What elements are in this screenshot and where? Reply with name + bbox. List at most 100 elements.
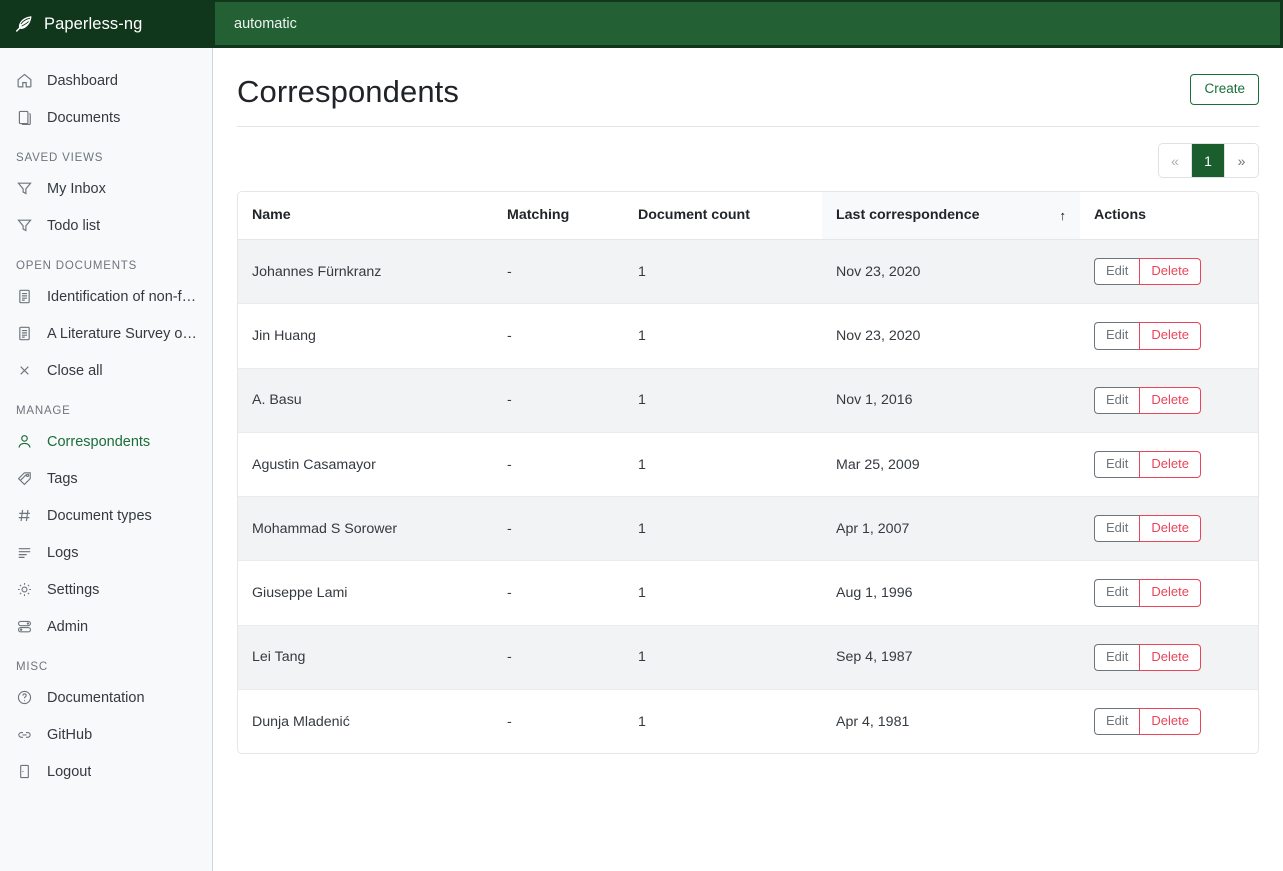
delete-button[interactable]: Delete <box>1139 258 1201 286</box>
cell-actions: Edit Delete <box>1080 560 1258 626</box>
sidebar-item-label: Document types <box>47 507 152 524</box>
edit-button[interactable]: Edit <box>1094 579 1140 607</box>
row-action-group: Edit Delete <box>1094 386 1201 414</box>
filter-icon <box>16 180 33 197</box>
brand-logo-area[interactable]: Paperless-ng <box>0 0 213 48</box>
spacer <box>0 136 212 152</box>
leaf-icon <box>14 14 34 34</box>
delete-button[interactable]: Delete <box>1139 643 1201 671</box>
cell-name: Giuseppe Lami <box>238 560 493 626</box>
pagination-prev[interactable]: « <box>1159 144 1192 178</box>
spacer <box>0 645 212 661</box>
column-header-label: Document count <box>638 207 750 224</box>
cell-last-correspondence: Mar 25, 2009 <box>822 431 1080 497</box>
edit-button[interactable]: Edit <box>1094 322 1140 350</box>
delete-button[interactable]: Delete <box>1139 707 1201 736</box>
sidebar-item-documentation[interactable]: Documentation <box>0 679 212 716</box>
sliders-icon <box>16 618 33 635</box>
column-header-name[interactable]: Name <box>238 192 493 241</box>
sidebar-item-todo-list[interactable]: Todo list <box>0 207 212 244</box>
sidebar-item-correspondents[interactable]: Correspondents <box>0 423 212 460</box>
sidebar-item-my-inbox[interactable]: My Inbox <box>0 170 212 207</box>
edit-button[interactable]: Edit <box>1094 386 1140 414</box>
cell-matching: - <box>493 560 624 626</box>
sidebar: Dashboard Documents SAVED VIEWS My Inbox <box>0 48 213 871</box>
sidebar-item-tags[interactable]: Tags <box>0 460 212 497</box>
sidebar-item-github[interactable]: GitHub <box>0 716 212 753</box>
correspondents-table-container: Name Matching Document count Last corres… <box>237 191 1259 755</box>
table-row: Lei Tang - 1 Sep 4, 1987 Edit Delete <box>238 624 1258 690</box>
delete-button[interactable]: Delete <box>1139 386 1201 414</box>
cell-last-correspondence: Apr 4, 1981 <box>822 688 1080 754</box>
person-icon <box>16 433 33 450</box>
sidebar-item-dashboard[interactable]: Dashboard <box>0 62 212 99</box>
cell-name: Dunja Mladenić <box>238 688 493 754</box>
delete-button[interactable]: Delete <box>1139 515 1201 543</box>
delete-button[interactable]: Delete <box>1139 450 1201 479</box>
sidebar-item-settings[interactable]: Settings <box>0 571 212 608</box>
sidebar-item-open-document-2[interactable]: A Literature Survey on … <box>0 315 212 352</box>
filter-icon <box>16 217 33 234</box>
cell-matching: - <box>493 496 624 561</box>
cell-last-correspondence: Aug 1, 1996 <box>822 560 1080 626</box>
brand-name: Paperless-ng <box>44 14 143 33</box>
sidebar-item-open-document-1[interactable]: Identification of non-fu… <box>0 278 212 315</box>
sidebar-item-label: Logs <box>47 544 79 561</box>
pagination-next[interactable]: » <box>1225 144 1258 178</box>
table-row: Agustin Casamayor - 1 Mar 25, 2009 Edit … <box>238 431 1258 497</box>
edit-button[interactable]: Edit <box>1094 258 1140 286</box>
sidebar-item-label: Tags <box>47 470 78 487</box>
cell-name: A. Basu <box>238 367 493 433</box>
table-row: Giuseppe Lami - 1 Aug 1, 1996 Edit Delet… <box>238 560 1258 626</box>
spacer <box>0 389 212 405</box>
create-button[interactable]: Create <box>1190 74 1259 106</box>
column-header-label: Actions <box>1094 207 1147 224</box>
sidebar-item-label: A Literature Survey on … <box>47 325 204 342</box>
cell-document-count: 1 <box>624 496 822 561</box>
edit-button[interactable]: Edit <box>1094 643 1140 671</box>
cell-name: Jin Huang <box>238 303 493 369</box>
sidebar-item-close-all[interactable]: Close all <box>0 352 212 389</box>
cell-document-count: 1 <box>624 303 822 369</box>
top-strip: Paperless-ng automatic <box>0 0 1283 48</box>
edit-button[interactable]: Edit <box>1094 450 1140 479</box>
edit-button[interactable]: Edit <box>1094 515 1140 543</box>
column-header-document-count[interactable]: Document count <box>624 192 822 241</box>
cell-actions: Edit Delete <box>1080 431 1258 497</box>
table-head: Name Matching Document count Last corres… <box>238 192 1258 241</box>
sidebar-item-logout[interactable]: Logout <box>0 753 212 790</box>
spacer <box>0 244 212 260</box>
cell-document-count: 1 <box>624 560 822 626</box>
column-header-label: Matching <box>507 207 570 224</box>
documents-icon <box>16 109 33 126</box>
cell-name: Johannes Fürnkranz <box>238 239 493 304</box>
cell-document-count: 1 <box>624 624 822 690</box>
pagination-page-1[interactable]: 1 <box>1192 144 1225 178</box>
sidebar-item-logs[interactable]: Logs <box>0 534 212 571</box>
edit-button[interactable]: Edit <box>1094 707 1140 736</box>
file-text-icon <box>16 325 33 342</box>
delete-button[interactable]: Delete <box>1139 579 1201 607</box>
table-row: A. Basu - 1 Nov 1, 2016 Edit Delete <box>238 367 1258 433</box>
column-header-last-correspondence[interactable]: Last correspondence ↑ <box>822 192 1080 241</box>
file-text-icon <box>16 288 33 305</box>
cell-matching: - <box>493 303 624 369</box>
sidebar-item-label: Logout <box>47 763 92 780</box>
sidebar-item-documents[interactable]: Documents <box>0 99 212 136</box>
pagination-row: « 1 » <box>237 127 1259 191</box>
door-icon <box>16 763 33 780</box>
cell-last-correspondence: Apr 1, 2007 <box>822 496 1080 561</box>
table-row: Johannes Fürnkranz - 1 Nov 23, 2020 Edit… <box>238 239 1258 304</box>
sidebar-item-document-types[interactable]: Document types <box>0 497 212 534</box>
list-icon <box>16 544 33 561</box>
sidebar-item-admin[interactable]: Admin <box>0 608 212 645</box>
top-navbar: automatic <box>213 0 1283 48</box>
delete-button[interactable]: Delete <box>1139 322 1201 350</box>
tag-icon <box>16 470 33 487</box>
home-icon <box>16 72 33 89</box>
cell-last-correspondence: Sep 4, 1987 <box>822 624 1080 690</box>
column-header-label: Last correspondence <box>836 207 980 224</box>
column-header-matching[interactable]: Matching <box>493 192 624 241</box>
cell-name: Lei Tang <box>238 624 493 690</box>
cell-name: Mohammad S Sorower <box>238 496 493 561</box>
